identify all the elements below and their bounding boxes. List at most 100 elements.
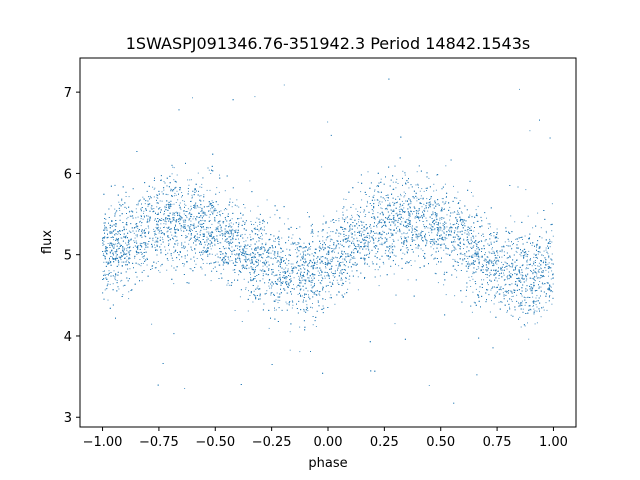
- data-point: [505, 262, 507, 264]
- data-point: [341, 227, 343, 229]
- data-point: [359, 211, 361, 213]
- data-point: [315, 326, 317, 327]
- data-point: [454, 223, 456, 225]
- data-point: [471, 242, 473, 244]
- data-point: [547, 263, 549, 265]
- data-point: [454, 241, 456, 243]
- data-point: [106, 228, 108, 230]
- data-point: [454, 247, 456, 249]
- data-point: [310, 246, 312, 247]
- data-point: [533, 285, 534, 287]
- data-point: [339, 243, 341, 245]
- data-point: [186, 211, 188, 212]
- data-point: [263, 226, 265, 228]
- data-point: [343, 236, 345, 237]
- data-point: [115, 255, 117, 257]
- data-point: [382, 230, 384, 232]
- data-point: [430, 197, 432, 199]
- data-point: [239, 253, 240, 255]
- data-point: [199, 219, 201, 221]
- data-point: [445, 201, 447, 203]
- data-point: [409, 213, 411, 215]
- data-point: [392, 233, 394, 235]
- data-point: [475, 288, 477, 290]
- data-point: [200, 195, 202, 197]
- data-point: [164, 226, 165, 228]
- data-point: [249, 260, 251, 262]
- data-point: [332, 275, 334, 277]
- data-point: [534, 265, 536, 266]
- data-point: [174, 192, 176, 194]
- data-point: [238, 218, 240, 219]
- data-point: [299, 326, 301, 328]
- data-point: [121, 237, 123, 239]
- data-point: [156, 196, 158, 198]
- data-point: [302, 247, 304, 249]
- data-point: [318, 279, 320, 281]
- data-point: [259, 224, 261, 225]
- data-point: [176, 190, 178, 192]
- data-point: [209, 189, 211, 191]
- data-point: [211, 223, 213, 225]
- data-point: [274, 241, 276, 242]
- data-point: [121, 265, 123, 267]
- data-point: [119, 209, 121, 211]
- data-point: [231, 206, 233, 208]
- data-point: [118, 288, 120, 290]
- data-point: [391, 243, 393, 245]
- data-point: [332, 219, 334, 221]
- data-point: [368, 237, 370, 239]
- data-point: [275, 309, 277, 311]
- data-point: [226, 284, 228, 286]
- data-point: [128, 196, 130, 198]
- data-point: [299, 351, 301, 353]
- data-point: [458, 262, 459, 263]
- data-point: [170, 188, 172, 190]
- data-point: [368, 265, 370, 267]
- data-point: [155, 236, 157, 238]
- data-point: [288, 303, 290, 305]
- data-point: [277, 261, 279, 262]
- data-point: [456, 270, 458, 272]
- data-point: [158, 270, 160, 272]
- data-point: [322, 286, 324, 288]
- data-point: [330, 220, 332, 222]
- data-point: [439, 244, 441, 246]
- data-point: [220, 210, 222, 212]
- data-point: [376, 185, 378, 187]
- data-point: [227, 282, 229, 284]
- data-point: [384, 198, 386, 200]
- data-point: [302, 279, 304, 281]
- data-point: [524, 325, 526, 327]
- data-point: [511, 291, 513, 293]
- data-point: [147, 219, 148, 221]
- data-point: [250, 277, 252, 279]
- data-point: [505, 266, 507, 267]
- data-point: [423, 190, 425, 192]
- data-point: [144, 235, 146, 237]
- data-point: [223, 233, 225, 235]
- data-point: [279, 296, 281, 298]
- data-point: [140, 245, 142, 247]
- data-point: [183, 247, 185, 249]
- data-point: [396, 214, 398, 216]
- data-point: [451, 251, 452, 253]
- data-point: [389, 252, 391, 254]
- data-point: [396, 220, 398, 222]
- data-point: [463, 248, 464, 249]
- data-point: [408, 214, 410, 216]
- data-point: [312, 235, 314, 237]
- data-point: [104, 273, 106, 275]
- data-point: [175, 194, 177, 196]
- data-point: [372, 210, 374, 212]
- data-point: [443, 231, 445, 233]
- data-point: [449, 254, 451, 255]
- data-point: [210, 173, 212, 174]
- data-point: [481, 235, 482, 237]
- data-point: [210, 208, 212, 210]
- data-point: [296, 273, 298, 275]
- data-point: [530, 286, 532, 288]
- data-point: [400, 214, 402, 216]
- data-point: [338, 263, 340, 265]
- data-point: [336, 279, 338, 281]
